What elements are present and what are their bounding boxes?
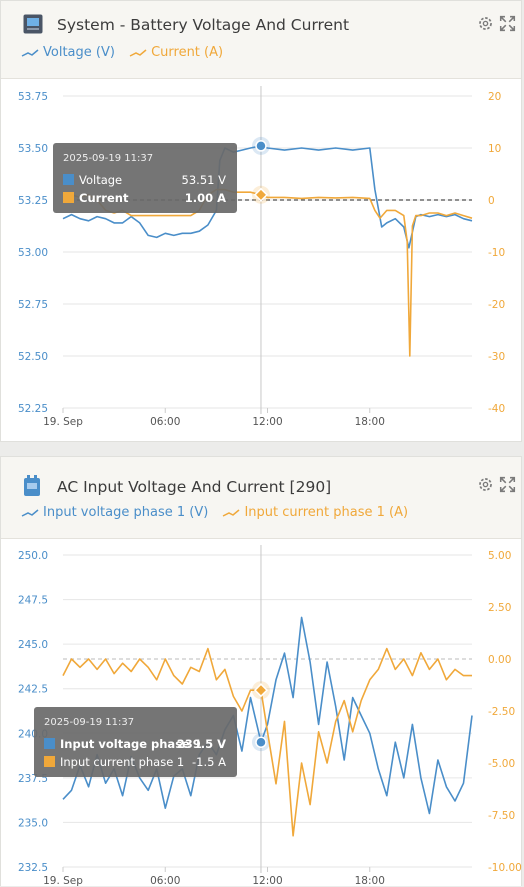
y-left-tick-label: 52.25 — [18, 403, 48, 415]
y-right-tick-label: 0 — [488, 195, 495, 207]
expand-icon[interactable] — [499, 15, 516, 36]
legend-label-current: Current (A) — [151, 45, 224, 60]
tooltip-label-current: Input current phase 1 — [60, 755, 185, 769]
hover-marker — [255, 140, 267, 152]
x-tick-label: 19. Sep — [43, 875, 83, 887]
tooltip-value-voltage: 239.5 V — [176, 737, 226, 751]
y-right-tick-label: 2.50 — [488, 602, 511, 614]
legend-label-input-current: Input current phase 1 (A) — [244, 505, 409, 520]
y-right-tick-label: 0.00 — [488, 654, 511, 666]
legend-current-line-icon — [129, 48, 147, 57]
ac-input-chart: 250.0247.5245.0242.5240.0237.5235.0232.5… — [18, 545, 522, 887]
legend-voltage-line-icon — [21, 48, 39, 57]
ac-input-panel: AC Input Voltage And Current [290] Input… — [0, 456, 522, 887]
y-right-tick-label: -40 — [488, 403, 505, 415]
y-left-tick-label: 53.00 — [18, 247, 48, 259]
y-right-tick-label: -2.50 — [488, 706, 515, 718]
tooltip-time: 2025-09-19 11:37 — [44, 717, 135, 728]
tooltip-value-voltage: 53.51 V — [181, 173, 226, 187]
x-tick-label: 18:00 — [355, 875, 385, 887]
y-right-tick-label: -20 — [488, 299, 505, 311]
panel-title: AC Input Voltage And Current [290] — [57, 478, 332, 496]
y-right-tick-label: 10 — [488, 143, 501, 155]
y-left-tick-label: 235.0 — [18, 817, 48, 829]
legend-item-current[interactable]: Current (A) — [129, 45, 223, 60]
y-left-tick-label: 52.50 — [18, 351, 48, 363]
legend-item-voltage[interactable]: Voltage (V) — [21, 45, 115, 60]
y-left-tick-label: 53.25 — [18, 195, 48, 207]
hover-marker — [253, 187, 269, 202]
x-tick-label: 06:00 — [150, 875, 180, 887]
gear-icon[interactable] — [477, 476, 494, 497]
battery-monitor-icon — [23, 14, 43, 38]
y-left-tick-label: 247.5 — [18, 595, 48, 607]
x-tick-label: 06:00 — [150, 416, 180, 428]
x-tick-label: 18:00 — [355, 416, 385, 428]
panel-header: AC Input Voltage And Current [290] Input… — [1, 457, 521, 539]
y-left-tick-label: 250.0 — [18, 550, 48, 562]
y-right-tick-label: 5.00 — [488, 550, 511, 562]
gear-icon[interactable] — [477, 15, 494, 36]
tooltip-time: 2025-09-19 11:37 — [63, 153, 154, 164]
tooltip-label-voltage: Input voltage phase 1 — [60, 737, 202, 751]
y-right-tick-label: -10 — [488, 247, 505, 259]
y-left-tick-label: 242.5 — [18, 684, 48, 696]
chart-legend: Input voltage phase 1 (V) Input current … — [21, 505, 418, 522]
x-tick-label: 19. Sep — [43, 416, 83, 428]
legend-label-voltage: Voltage (V) — [43, 45, 115, 60]
y-left-tick-label: 232.5 — [18, 862, 48, 874]
hover-marker — [253, 683, 269, 698]
tooltip-swatch-voltage — [63, 174, 74, 185]
ac-input-icon — [23, 475, 41, 501]
series-line-1 — [62, 647, 472, 837]
legend-voltage-line-icon — [21, 508, 39, 517]
legend-label-input-voltage: Input voltage phase 1 (V) — [43, 505, 209, 520]
y-left-tick-label: 52.75 — [18, 299, 48, 311]
x-tick-label: 12:00 — [252, 416, 282, 428]
tooltip-swatch-current — [63, 192, 74, 203]
y-right-tick-label: -5.00 — [488, 758, 515, 770]
tooltip-swatch-voltage — [44, 738, 55, 749]
legend-item-input-current[interactable]: Input current phase 1 (A) — [222, 505, 408, 520]
y-left-tick-label: 53.75 — [18, 91, 48, 103]
tooltip-value-current: 1.00 A — [184, 191, 226, 205]
series-line-1 — [62, 188, 473, 357]
tooltip-value-current: -1.5 A — [192, 755, 226, 769]
battery-chart: 53.75 53.50 53.25 53.00 52.75 52.50 52.25 20 10 0… — [18, 86, 505, 428]
tooltip-label-current: Current — [79, 191, 129, 205]
legend-current-line-icon — [223, 508, 240, 517]
tooltip-label-voltage: Voltage — [79, 173, 123, 187]
y-right-tick-label: -30 — [488, 351, 505, 363]
expand-icon[interactable] — [499, 476, 516, 497]
y-right-tick-label: -10.00 — [488, 862, 522, 874]
panel-header: System - Battery Voltage And Current Vol… — [1, 1, 521, 79]
chart-tooltip: 2025-09-19 11:37 Input voltage phase 1 2… — [34, 707, 237, 777]
battery-panel: System - Battery Voltage And Current Vol… — [0, 0, 522, 442]
y-left-tick-label: 245.0 — [18, 639, 48, 651]
hover-marker — [255, 736, 267, 748]
tooltip-swatch-current — [44, 756, 55, 767]
legend-item-input-voltage[interactable]: Input voltage phase 1 (V) — [21, 505, 208, 520]
panel-title: System - Battery Voltage And Current — [57, 16, 350, 34]
y-right-tick-label: -7.50 — [488, 810, 515, 822]
y-right-tick-label: 20 — [488, 91, 501, 103]
chart-legend: Voltage (V) Current (A) — [21, 45, 233, 62]
chart-tooltip: 2025-09-19 11:37 Voltage 53.51 V Current… — [53, 143, 237, 213]
x-tick-label: 12:00 — [252, 875, 282, 887]
y-left-tick-label: 53.50 — [18, 143, 48, 155]
